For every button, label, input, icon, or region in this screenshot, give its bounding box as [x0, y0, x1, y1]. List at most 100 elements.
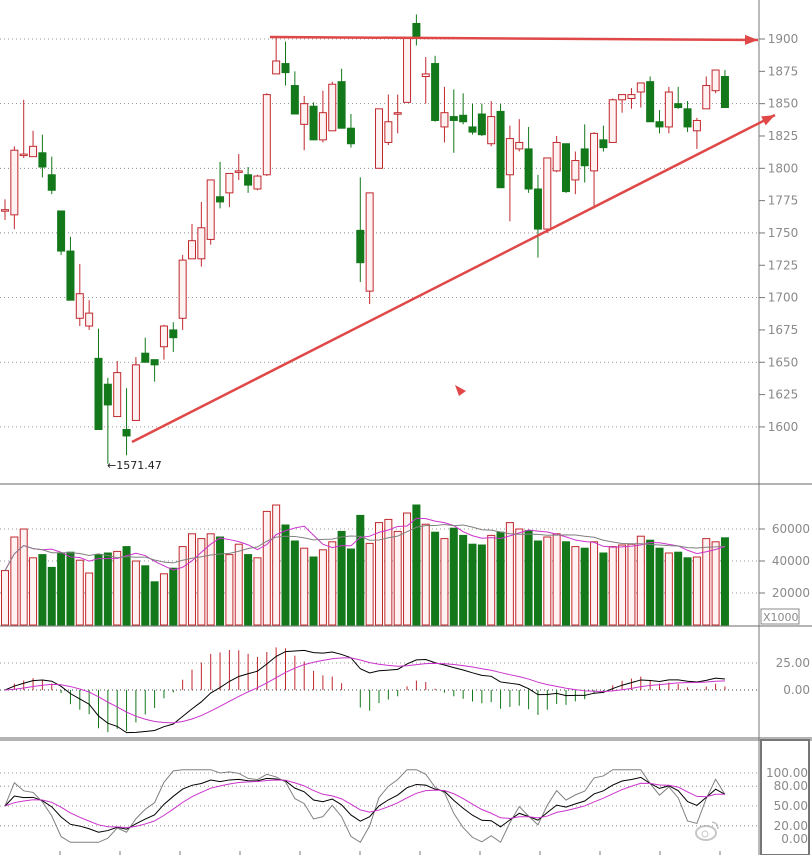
- candle-up: [692, 119, 701, 132]
- volume-bar: [664, 552, 673, 626]
- candle-up: [300, 103, 309, 125]
- volume-bar: [75, 559, 84, 626]
- volume-bar: [103, 552, 112, 626]
- volume-bar: [375, 522, 383, 626]
- kdj-d-line: [4, 779, 725, 829]
- volume-bar: [178, 546, 187, 626]
- volume-bar: [318, 549, 327, 626]
- volume-bar: [356, 514, 365, 626]
- volume-bar: [674, 551, 683, 626]
- volume-bar: [552, 533, 561, 626]
- weibo-logo-watermark: [695, 821, 719, 841]
- candle-up: [636, 82, 645, 93]
- volume-bar: [19, 528, 28, 626]
- candle-up: [590, 132, 599, 172]
- candle-down: [356, 229, 365, 264]
- candle-up: [375, 108, 383, 169]
- candle-down: [599, 139, 608, 149]
- candle-down: [346, 127, 355, 145]
- candle-up: [234, 170, 243, 173]
- candle-up: [29, 145, 38, 158]
- volume-bar: [515, 528, 524, 626]
- macd-tick-label: 25.00: [776, 656, 810, 670]
- kdj-tick-label: 100.00: [766, 766, 808, 780]
- candle-down: [655, 121, 664, 128]
- candle-down: [141, 352, 150, 363]
- volume-bar: [431, 531, 440, 626]
- volume-panel: [1, 504, 729, 626]
- candle-up: [393, 112, 402, 115]
- candle-down: [412, 22, 421, 37]
- volume-bar: [300, 547, 309, 626]
- candle-up: [608, 99, 617, 143]
- volume-bar: [10, 536, 19, 626]
- price-tick-label: 1900: [768, 32, 799, 46]
- candle-down: [244, 174, 253, 186]
- volume-bar: [384, 518, 393, 626]
- volume-bar: [487, 534, 496, 626]
- kdj-axis-box: [760, 739, 810, 855]
- price-tick-label: 1775: [768, 194, 799, 208]
- price-tick-label: 1625: [768, 388, 799, 402]
- price-tick-label: 1600: [768, 420, 799, 434]
- volume-bar: [571, 546, 580, 626]
- kdj-tick-label: 50.00: [774, 799, 808, 813]
- volume-bar: [290, 540, 299, 626]
- candle-up: [19, 153, 28, 157]
- volume-bar: [328, 541, 337, 626]
- volume-bar: [477, 544, 486, 626]
- volume-bar: [122, 546, 131, 626]
- candle-up: [440, 112, 449, 128]
- volume-bar: [216, 536, 225, 626]
- macd-panel: [4, 647, 726, 734]
- volume-bar: [590, 541, 599, 626]
- candle-up: [178, 259, 187, 319]
- price-tick-label: 1650: [768, 355, 799, 369]
- candle-down: [496, 110, 505, 189]
- cursor-arrow-icon: [455, 385, 466, 396]
- volume-bar: [683, 557, 692, 626]
- candle-down: [646, 81, 655, 123]
- volume-bar: [524, 530, 533, 626]
- kdj-tick-label: 80.00: [774, 779, 808, 793]
- candle-up: [384, 121, 393, 143]
- volume-ma10-line: [4, 524, 725, 571]
- candle-down: [94, 357, 103, 430]
- candle-up: [262, 94, 271, 176]
- volume-bar: [580, 547, 589, 626]
- candle-down: [57, 210, 66, 252]
- candle-up: [131, 364, 140, 421]
- volume-tick-label: 20000: [772, 586, 810, 600]
- volume-bar: [234, 543, 243, 626]
- volume-bar: [197, 538, 206, 626]
- kdj-panel: [4, 769, 726, 855]
- volume-bar: [29, 557, 38, 626]
- volume-bar: [702, 538, 711, 626]
- candle-down: [150, 359, 159, 366]
- volume-bar: [159, 573, 168, 626]
- candle-up: [253, 175, 262, 190]
- volume-bar: [244, 554, 253, 626]
- kdj-tick-label: 0.00: [781, 832, 808, 846]
- price-tick-label: 1750: [768, 226, 799, 240]
- candle-down: [38, 152, 47, 168]
- right-axis: 1900 1875 1850 1825 1800 1775 1750 1725 1700 1675…: [759, 32, 810, 846]
- candle-down: [169, 329, 178, 339]
- candle-up: [206, 179, 215, 240]
- price-tick-label: 1825: [768, 129, 799, 143]
- volume-bar: [449, 527, 458, 626]
- volume-bar: [225, 554, 234, 626]
- macd-dea-line: [4, 657, 725, 724]
- volume-bar: [636, 535, 645, 626]
- volume-bar: [169, 567, 178, 626]
- candle-down: [459, 114, 468, 123]
- volume-bar: [141, 565, 150, 626]
- volume-bar: [412, 504, 421, 626]
- price-tick-label: 1725: [768, 258, 799, 272]
- volume-tick-label: 60000: [772, 522, 810, 536]
- trend-lines: [131, 34, 776, 444]
- volume-bar: [262, 510, 271, 626]
- candle-up: [543, 157, 552, 230]
- candle-up: [1, 209, 9, 212]
